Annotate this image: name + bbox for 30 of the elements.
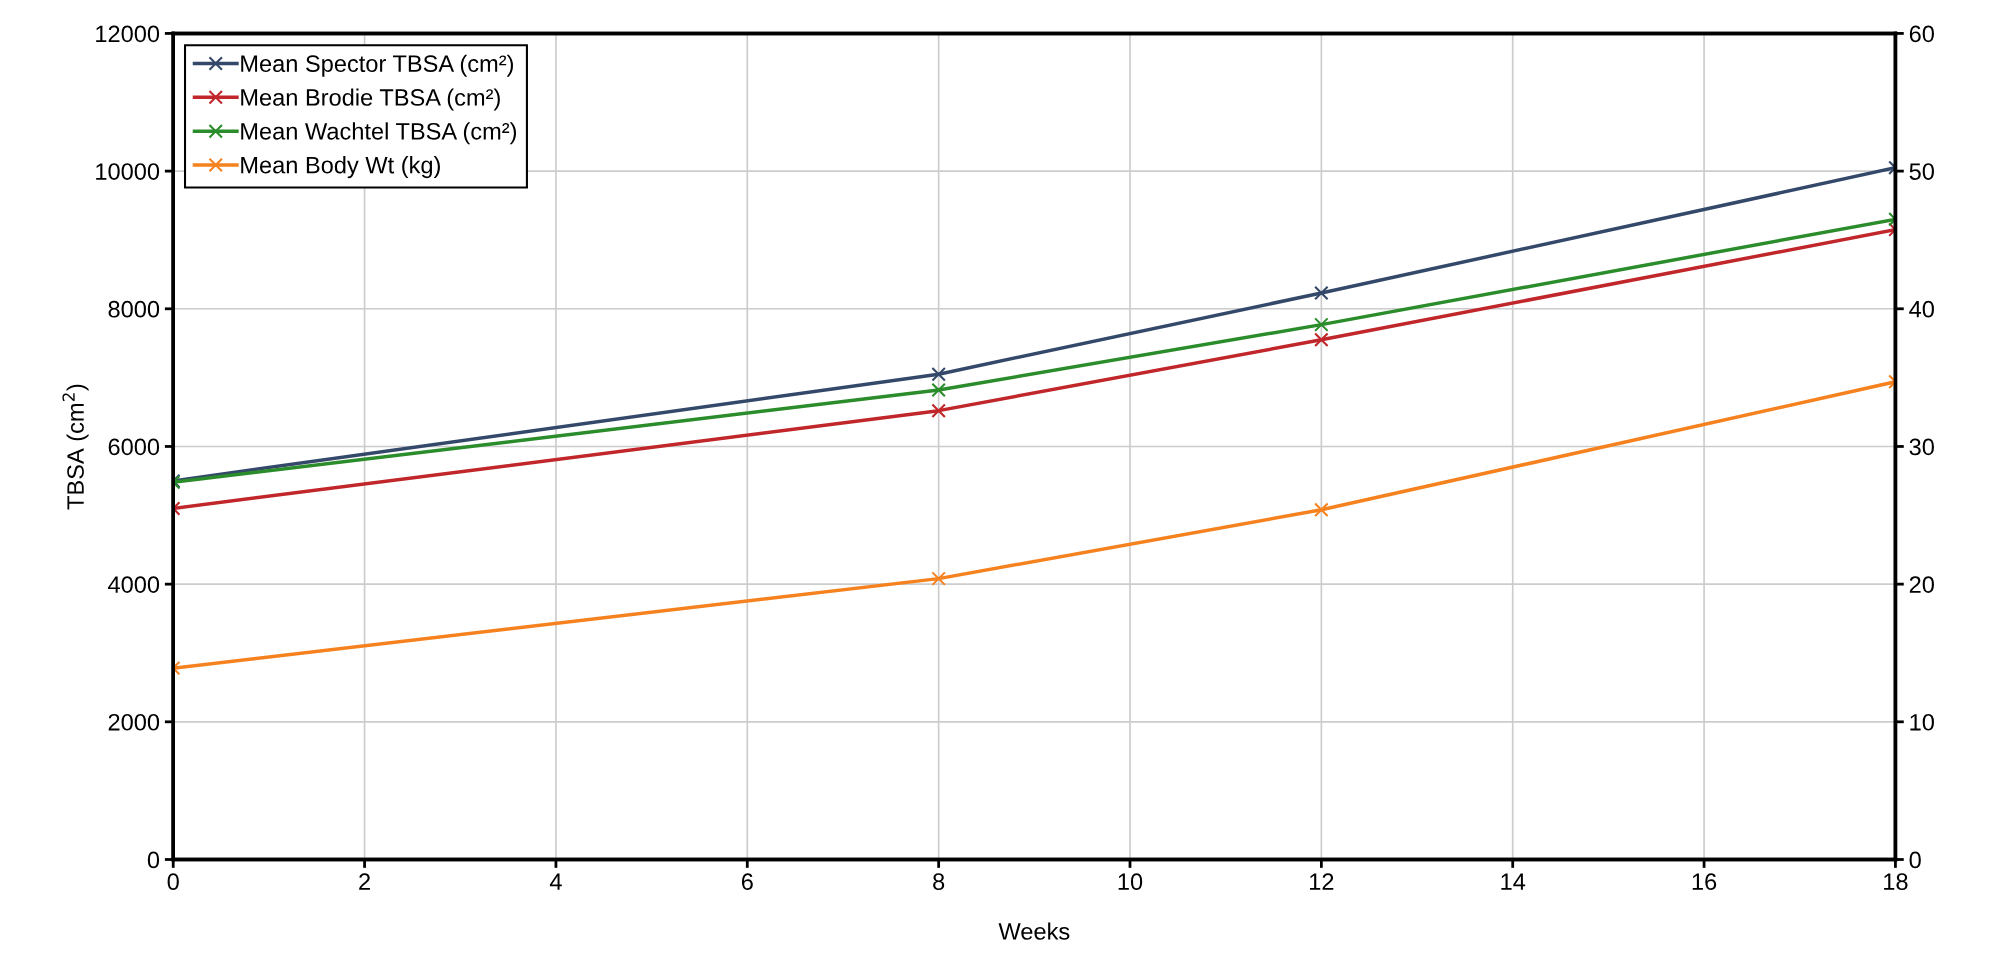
y2-tick-label: 40 [1909, 300, 1934, 318]
y-tick-label: 4000 [108, 576, 160, 593]
y2-tick-label: 20 [1909, 576, 1934, 593]
legend-label: Mean Brodie TBSA (cm²) [241, 88, 500, 111]
x-tick-label: 12 [1310, 873, 1334, 890]
y2-tick-label: 30 [1909, 438, 1934, 456]
y-tick-label: 6000 [108, 438, 160, 456]
y-tick-label: 12000 [96, 25, 160, 43]
y2-tick-label: 0 [1909, 851, 1921, 869]
x-tick-label: 10 [1118, 873, 1143, 891]
x-tick-label: 8 [933, 873, 945, 891]
x-tick-label: 6 [741, 873, 753, 891]
legend-label: Mean Spector TBSA (cm²) [241, 54, 513, 77]
x-tick-label: 4 [549, 873, 562, 890]
y2-tick-label: 10 [1910, 713, 1934, 731]
x-tick-label: 18 [1884, 873, 1908, 891]
y-tick-label: 8000 [108, 300, 160, 318]
y2-tick-label: 60 [1909, 25, 1934, 43]
x-axis-title: Weeks [998, 922, 1070, 940]
y-tick-label: 0 [147, 851, 160, 869]
x-tick-label: 0 [167, 873, 179, 891]
y-tick-label: 10000 [96, 163, 160, 180]
x-tick-label: 14 [1501, 873, 1526, 890]
y2-tick-label: 50 [1909, 163, 1934, 180]
legend-label: Mean Wachtel TBSA (cm²) [241, 122, 517, 145]
y-axis-title: TBSA (cm$^{2}$) [62, 384, 89, 510]
legend-label: Mean Body Wt (kg) [241, 156, 440, 179]
x-tick-label: 16 [1692, 873, 1717, 891]
x-tick-label: 2 [359, 873, 370, 890]
y-tick-label: 2000 [108, 713, 160, 731]
